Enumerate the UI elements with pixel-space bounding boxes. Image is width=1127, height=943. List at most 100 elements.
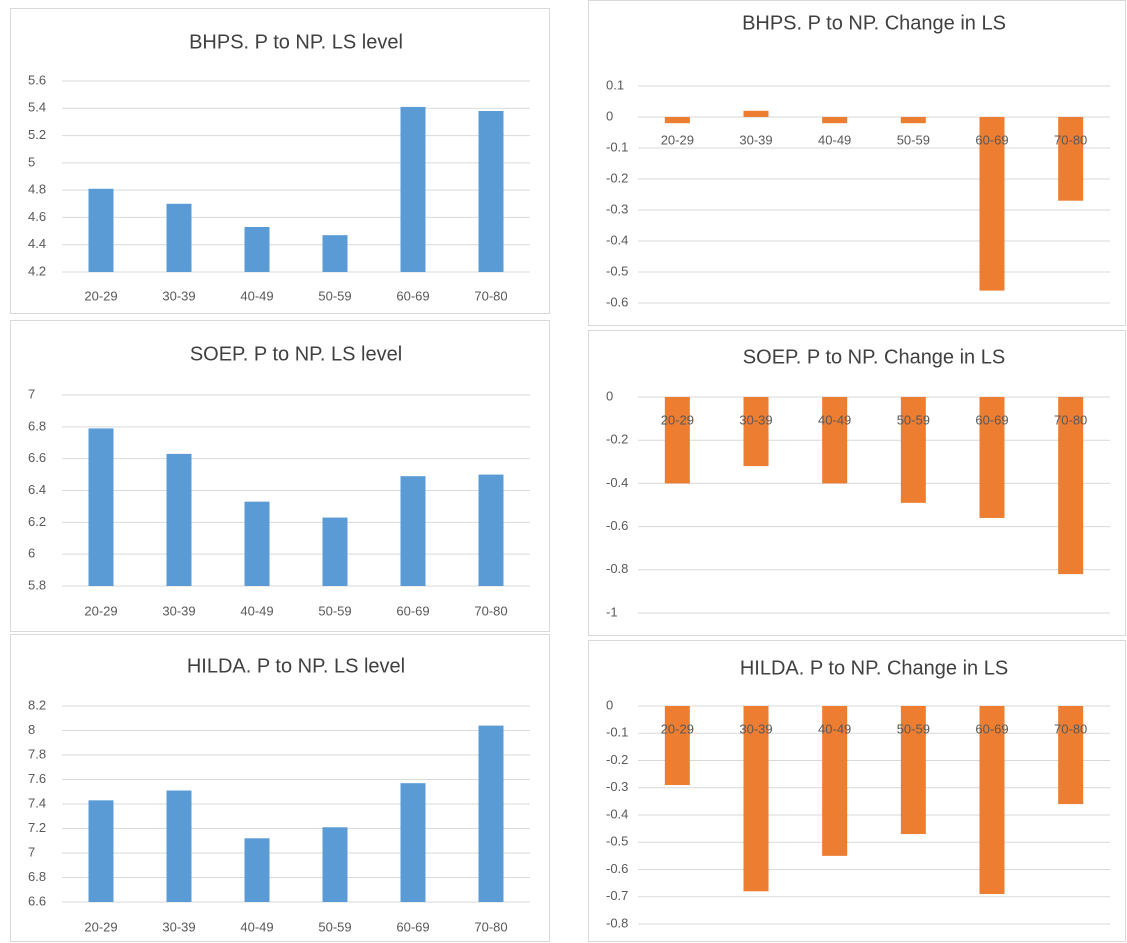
x-tick-label: 70-80 — [1054, 721, 1087, 736]
x-tick-label: 60-69 — [975, 412, 1008, 427]
y-tick-label: -0.4 — [606, 475, 628, 490]
bar — [88, 800, 114, 902]
y-tick-label: -0.6 — [606, 861, 628, 876]
x-tick-label: 20-29 — [84, 288, 117, 303]
chart-title: SOEP. P to NP. Change in LS — [743, 346, 1005, 368]
x-tick-label: 60-69 — [396, 603, 429, 618]
y-tick-label: 5.6 — [28, 72, 46, 87]
bar — [244, 838, 270, 902]
y-tick-label: -0.3 — [606, 201, 628, 216]
y-tick-label: -0.6 — [606, 518, 628, 533]
chart-title: SOEP. P to NP. LS level — [190, 343, 402, 365]
x-tick-label: 30-39 — [739, 412, 772, 427]
y-tick-label: -0.2 — [606, 432, 628, 447]
y-tick-label: 8.2 — [28, 697, 46, 712]
y-tick-label: 6.6 — [28, 893, 46, 908]
x-tick-label: 70-80 — [474, 919, 507, 934]
x-tick-label: 60-69 — [396, 919, 429, 934]
panel — [588, 0, 1126, 326]
bar — [743, 397, 769, 467]
bar — [822, 706, 848, 856]
x-tick-label: 30-39 — [162, 603, 195, 618]
y-tick-label: 4.8 — [28, 182, 46, 197]
x-tick-label: 20-29 — [661, 412, 694, 427]
panel — [588, 640, 1126, 942]
y-tick-label: 6.2 — [28, 514, 46, 529]
bar — [664, 117, 690, 124]
x-tick-label: 60-69 — [975, 721, 1008, 736]
bar — [743, 706, 769, 892]
x-tick-label: 50-59 — [897, 132, 930, 147]
x-tick-label: 50-59 — [897, 721, 930, 736]
x-tick-label: 20-29 — [84, 919, 117, 934]
y-tick-label: -0.5 — [606, 834, 628, 849]
bar — [322, 827, 348, 902]
x-tick-label: 40-49 — [240, 288, 273, 303]
y-tick-label: -0.7 — [606, 888, 628, 903]
x-tick-label: 40-49 — [818, 721, 851, 736]
y-tick-label: 4.6 — [28, 209, 46, 224]
bar — [900, 117, 926, 124]
bar — [322, 517, 348, 586]
chart-title: BHPS. P to NP. LS level — [189, 31, 403, 53]
y-tick-label: -0.5 — [606, 263, 628, 278]
y-tick-label: -0.4 — [606, 232, 628, 247]
x-tick-label: 40-49 — [240, 919, 273, 934]
x-tick-label: 30-39 — [739, 132, 772, 147]
bar — [400, 783, 426, 902]
bar — [244, 226, 270, 272]
y-tick-label: -0.2 — [606, 170, 628, 185]
x-tick-label: 30-39 — [739, 721, 772, 736]
bar — [166, 203, 192, 272]
x-tick-label: 70-80 — [1054, 132, 1087, 147]
bar — [478, 111, 504, 272]
y-tick-label: 7.8 — [28, 746, 46, 761]
y-tick-label: 0 — [606, 388, 613, 403]
x-tick-label: 20-29 — [661, 721, 694, 736]
bar — [244, 501, 270, 586]
bar — [900, 397, 926, 503]
y-tick-label: 5.8 — [28, 577, 46, 592]
bar — [478, 474, 504, 586]
y-tick-label: 0.1 — [606, 77, 624, 92]
bar — [822, 397, 848, 484]
bar — [322, 235, 348, 272]
bar — [979, 706, 1005, 895]
bar — [166, 790, 192, 902]
x-tick-label: 50-59 — [897, 412, 930, 427]
y-tick-label: 0 — [606, 108, 613, 123]
bar — [166, 453, 192, 586]
bar — [478, 725, 504, 902]
x-tick-label: 40-49 — [818, 132, 851, 147]
x-tick-label: 30-39 — [162, 288, 195, 303]
chart-title: BHPS. P to NP. Change in LS — [742, 12, 1006, 34]
x-tick-label: 70-80 — [474, 288, 507, 303]
y-tick-label: -0.4 — [606, 806, 628, 821]
x-tick-label: 60-69 — [975, 132, 1008, 147]
chart-title: HILDA. P to NP. Change in LS — [740, 657, 1008, 679]
bar — [664, 397, 690, 484]
x-tick-label: 50-59 — [318, 919, 351, 934]
y-tick-label: 4.4 — [28, 236, 46, 251]
bar — [400, 476, 426, 586]
y-tick-label: 6.4 — [28, 482, 46, 497]
y-tick-label: -0.8 — [606, 915, 628, 930]
x-tick-label: 40-49 — [240, 603, 273, 618]
bar — [1058, 117, 1084, 201]
x-tick-label: 50-59 — [318, 603, 351, 618]
x-tick-label: 60-69 — [396, 288, 429, 303]
y-tick-label: 6.6 — [28, 450, 46, 465]
x-tick-label: 70-80 — [474, 603, 507, 618]
x-tick-label: 30-39 — [162, 919, 195, 934]
y-tick-label: -0.3 — [606, 779, 628, 794]
x-tick-label: 20-29 — [84, 603, 117, 618]
y-tick-label: 5.4 — [28, 100, 46, 115]
bar — [88, 188, 114, 272]
y-tick-label: 4.2 — [28, 263, 46, 278]
y-tick-label: 0 — [606, 697, 613, 712]
bar — [979, 117, 1005, 291]
y-tick-label: 6.8 — [28, 869, 46, 884]
y-tick-label: 7.4 — [28, 795, 46, 810]
x-tick-label: 40-49 — [818, 412, 851, 427]
